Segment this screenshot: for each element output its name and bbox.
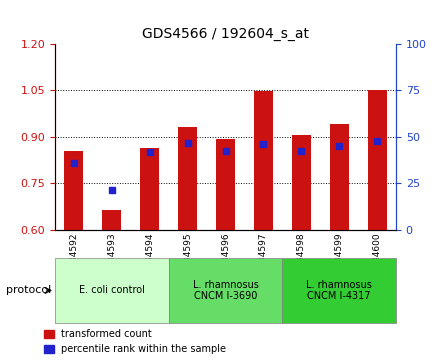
Text: L. rhamnosus
CNCM I-3690: L. rhamnosus CNCM I-3690 xyxy=(193,280,258,301)
FancyBboxPatch shape xyxy=(169,258,282,323)
Bar xyxy=(178,127,197,230)
Bar xyxy=(103,210,121,230)
Bar xyxy=(216,139,235,230)
Text: protocol: protocol xyxy=(6,285,51,295)
Legend: transformed count, percentile rank within the sample: transformed count, percentile rank withi… xyxy=(40,326,230,358)
Bar xyxy=(140,148,159,230)
Bar xyxy=(254,91,273,230)
Bar xyxy=(292,135,311,230)
Bar xyxy=(65,151,84,230)
Text: L. rhamnosus
CNCM I-4317: L. rhamnosus CNCM I-4317 xyxy=(306,280,372,301)
Bar xyxy=(330,124,348,230)
Bar xyxy=(367,90,386,230)
Title: GDS4566 / 192604_s_at: GDS4566 / 192604_s_at xyxy=(142,27,309,41)
FancyBboxPatch shape xyxy=(55,258,169,323)
Text: E. coli control: E. coli control xyxy=(79,285,145,295)
FancyBboxPatch shape xyxy=(282,258,396,323)
